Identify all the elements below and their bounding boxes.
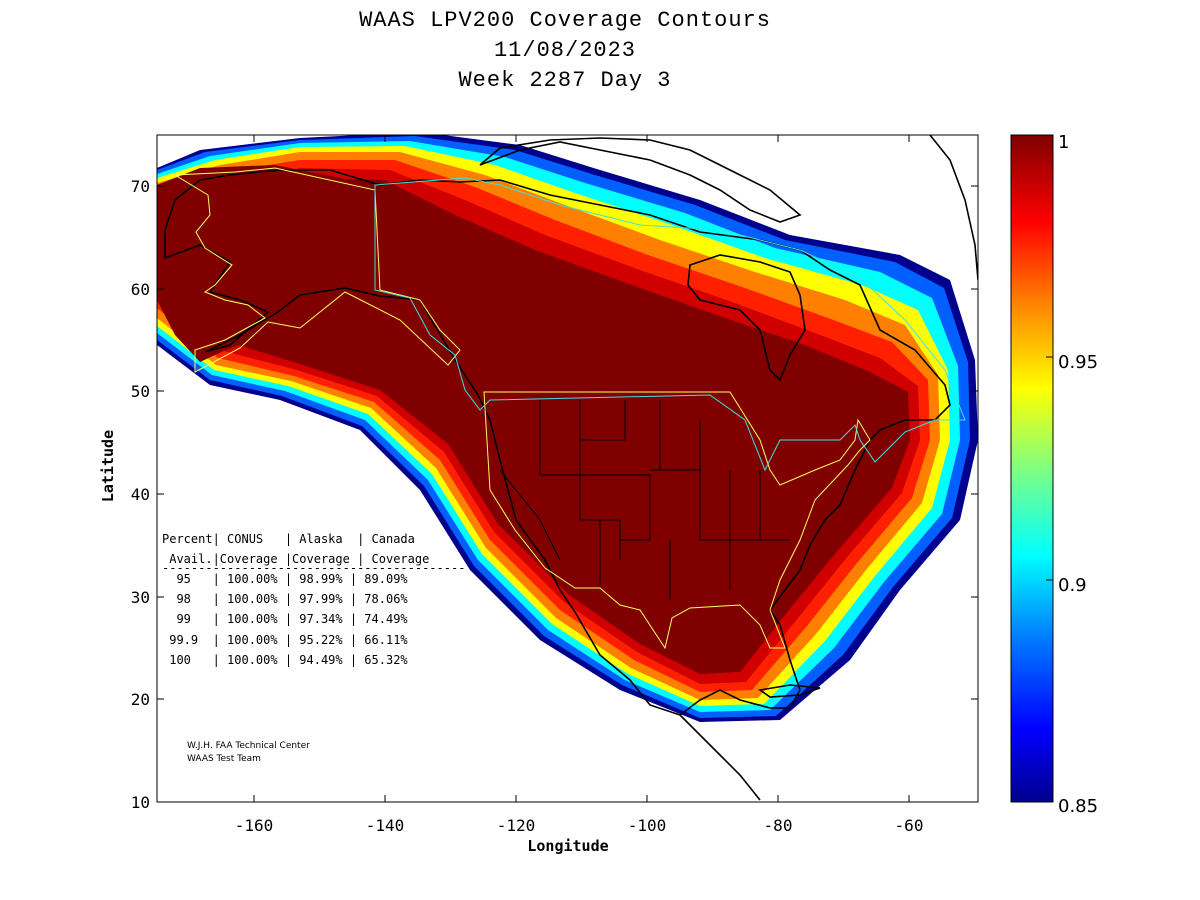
x-tick-label: -160	[235, 816, 274, 835]
table-row: 100 | 100.00% | 94.49% | 65.32%	[162, 653, 408, 667]
chart-title-block: WAAS LPV200 Coverage Contours 11/08/2023…	[265, 6, 865, 96]
colorbar-label: 0.9	[1058, 575, 1087, 596]
y-tick-label: 40	[131, 485, 150, 504]
canada-boundary	[374, 177, 966, 472]
x-tick-label: -140	[366, 816, 405, 835]
conus-boundary	[483, 391, 871, 650]
table-header-2: Avail.|Coverage |Coverage | Coverage	[162, 552, 429, 566]
table-row: 99 | 100.00% | 97.34% | 74.49%	[162, 612, 408, 626]
credit-line-1: W.J.H. FAA Technical Center	[187, 741, 310, 751]
y-tick-label: 70	[131, 177, 150, 196]
alaska-full-coverage	[157, 165, 460, 380]
table-divider: ----------------------------------------…	[162, 561, 465, 575]
tick-marks	[157, 135, 978, 803]
central-america	[679, 714, 761, 801]
x-tick-label: -80	[764, 816, 793, 835]
chart-title: WAAS LPV200 Coverage Contours	[359, 8, 771, 33]
coverage-contours	[157, 135, 978, 722]
y-tick-label: 10	[131, 793, 150, 812]
x-tick-label: -60	[895, 816, 924, 835]
colorbar	[1010, 134, 1054, 803]
credit-line-2: WAAS Test Team	[187, 754, 261, 764]
region-boundaries	[173, 167, 966, 650]
y-tick-label: 20	[131, 690, 150, 709]
coverage-table: Percent| CONUS | Alaska | Canada Avail.|…	[162, 532, 465, 667]
alaska-boundary	[173, 167, 461, 373]
colorbar-ticks	[1046, 134, 1053, 803]
y-axis-title: Latitude	[99, 430, 117, 502]
table-row: 95 | 100.00% | 98.99% | 89.09%	[162, 572, 408, 586]
arctic-islands	[479, 137, 802, 223]
y-tick-label: 30	[131, 588, 150, 607]
colorbar-labels: 1 0.95 0.9 0.85	[1058, 132, 1098, 817]
hudson-bay	[687, 254, 806, 382]
credits: W.J.H. FAA Technical Center WAAS Test Te…	[187, 741, 310, 764]
state-lines	[499, 400, 790, 600]
x-tick-labels: -160 -140 -120 -100 -80 -60	[235, 816, 924, 835]
plot-frame	[156, 134, 979, 803]
colorbar-label: 1	[1058, 132, 1069, 153]
coastlines	[164, 135, 978, 801]
x-axis-title: Longitude	[527, 837, 608, 855]
state-grid	[499, 400, 790, 600]
table-row: 98 | 100.00% | 97.99% | 78.06%	[162, 592, 408, 606]
table-header-1: Percent| CONUS | Alaska | Canada	[162, 532, 415, 546]
y-tick-label: 50	[131, 382, 150, 401]
x-tick-label: -120	[497, 816, 536, 835]
chart-date: 11/08/2023	[493, 38, 637, 63]
cuba	[757, 684, 821, 698]
colorbar-label: 0.85	[1058, 796, 1098, 817]
y-tick-label: 60	[131, 280, 150, 299]
x-tick-label: -100	[628, 816, 667, 835]
y-tick-labels: 10 20 30 40 50 60 70	[131, 177, 150, 812]
table-row: 99.9 | 100.00% | 95.22% | 66.11%	[162, 633, 408, 647]
greenland-edge	[929, 135, 978, 281]
chart-week-day: Week 2287 Day 3	[458, 68, 672, 93]
colorbar-label: 0.95	[1058, 352, 1098, 373]
north-america-coastline	[164, 169, 951, 716]
